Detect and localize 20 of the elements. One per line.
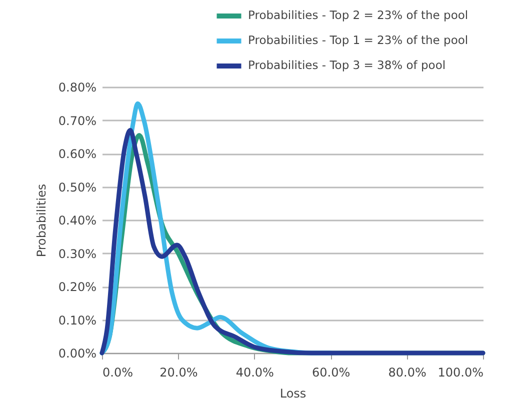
x-tick-label: 0.0% <box>102 366 133 380</box>
legend-label: Probabilities - Top 1 = 23% of the pool <box>248 33 468 47</box>
y-tick-label: 0.20% <box>58 280 96 294</box>
y-tick-label: 0.70% <box>58 114 96 128</box>
legend-label: Probabilities - Top 2 = 23% of the pool <box>248 8 468 22</box>
y-axis-title: Probabilities <box>34 184 48 258</box>
y-tick-label: 0.10% <box>58 313 96 328</box>
y-tick-label: 0.40% <box>58 214 96 228</box>
y-tick-label: 0.50% <box>58 180 96 194</box>
y-tick-label: 0.60% <box>58 147 96 161</box>
y-tick-label: 0.00% <box>58 346 96 360</box>
x-tick-label: 100.0% <box>438 366 484 380</box>
legend-label: Probabilities - Top 3 = 38% of pool <box>248 58 446 72</box>
x-axis-title: Loss <box>280 386 306 400</box>
x-tick-label: 20.0% <box>160 366 198 380</box>
y-tick-label: 0.30% <box>58 246 96 261</box>
y-tick-label: 0.80% <box>58 80 96 94</box>
x-tick-label: 60.0% <box>312 366 350 380</box>
x-tick-label: 40.0% <box>236 366 274 380</box>
x-tick-label: 80.0% <box>388 366 426 380</box>
